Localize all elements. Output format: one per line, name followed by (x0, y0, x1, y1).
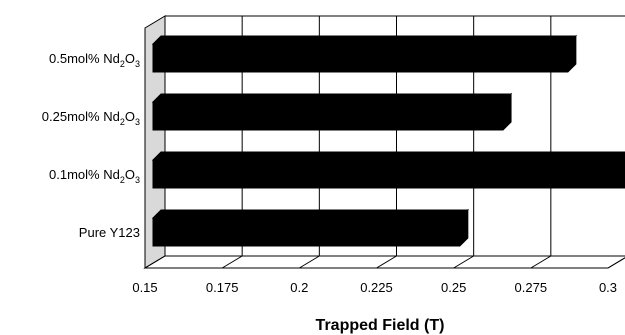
category-labels: 0.5mol% Nd2O3 0.25mol% Nd2O3 0.1mol% Nd2O3… (42, 51, 140, 240)
floor (143, 255, 625, 269)
x-tick-label: 0.2 (290, 280, 308, 295)
category-label: 0.25mol% Nd2O3 (42, 109, 140, 127)
x-axis-title: Trapped Field (T) (316, 317, 445, 334)
floor-tick (376, 255, 397, 269)
floor-tick (221, 255, 243, 269)
floor-tick (144, 255, 166, 269)
x-tick-label: 0.15 (132, 280, 157, 295)
bar-top (151, 93, 513, 103)
x-tick-label: 0.175 (206, 280, 239, 295)
bar (152, 159, 625, 189)
category-label: Pure Y123 (79, 225, 140, 240)
floor-tick (530, 255, 552, 269)
x-tick-label: 0.225 (360, 280, 393, 295)
bars (151, 34, 625, 247)
category-label: 0.1mol% Nd2O3 (49, 167, 140, 185)
bar-top (151, 151, 625, 161)
category-label: 0.5mol% Nd2O3 (49, 51, 140, 69)
bar-top (151, 209, 470, 219)
x-tick-label: 0.25 (441, 280, 466, 295)
bar-top (151, 35, 578, 45)
floor-tick (453, 255, 474, 269)
floor-tick (299, 255, 320, 269)
x-tick-label: 0.3 (599, 280, 617, 295)
x-tick-labels: 0.15 0.175 0.2 0.225 0.25 0.275 0.3 (132, 280, 617, 295)
x-tick-label: 0.275 (515, 280, 548, 295)
